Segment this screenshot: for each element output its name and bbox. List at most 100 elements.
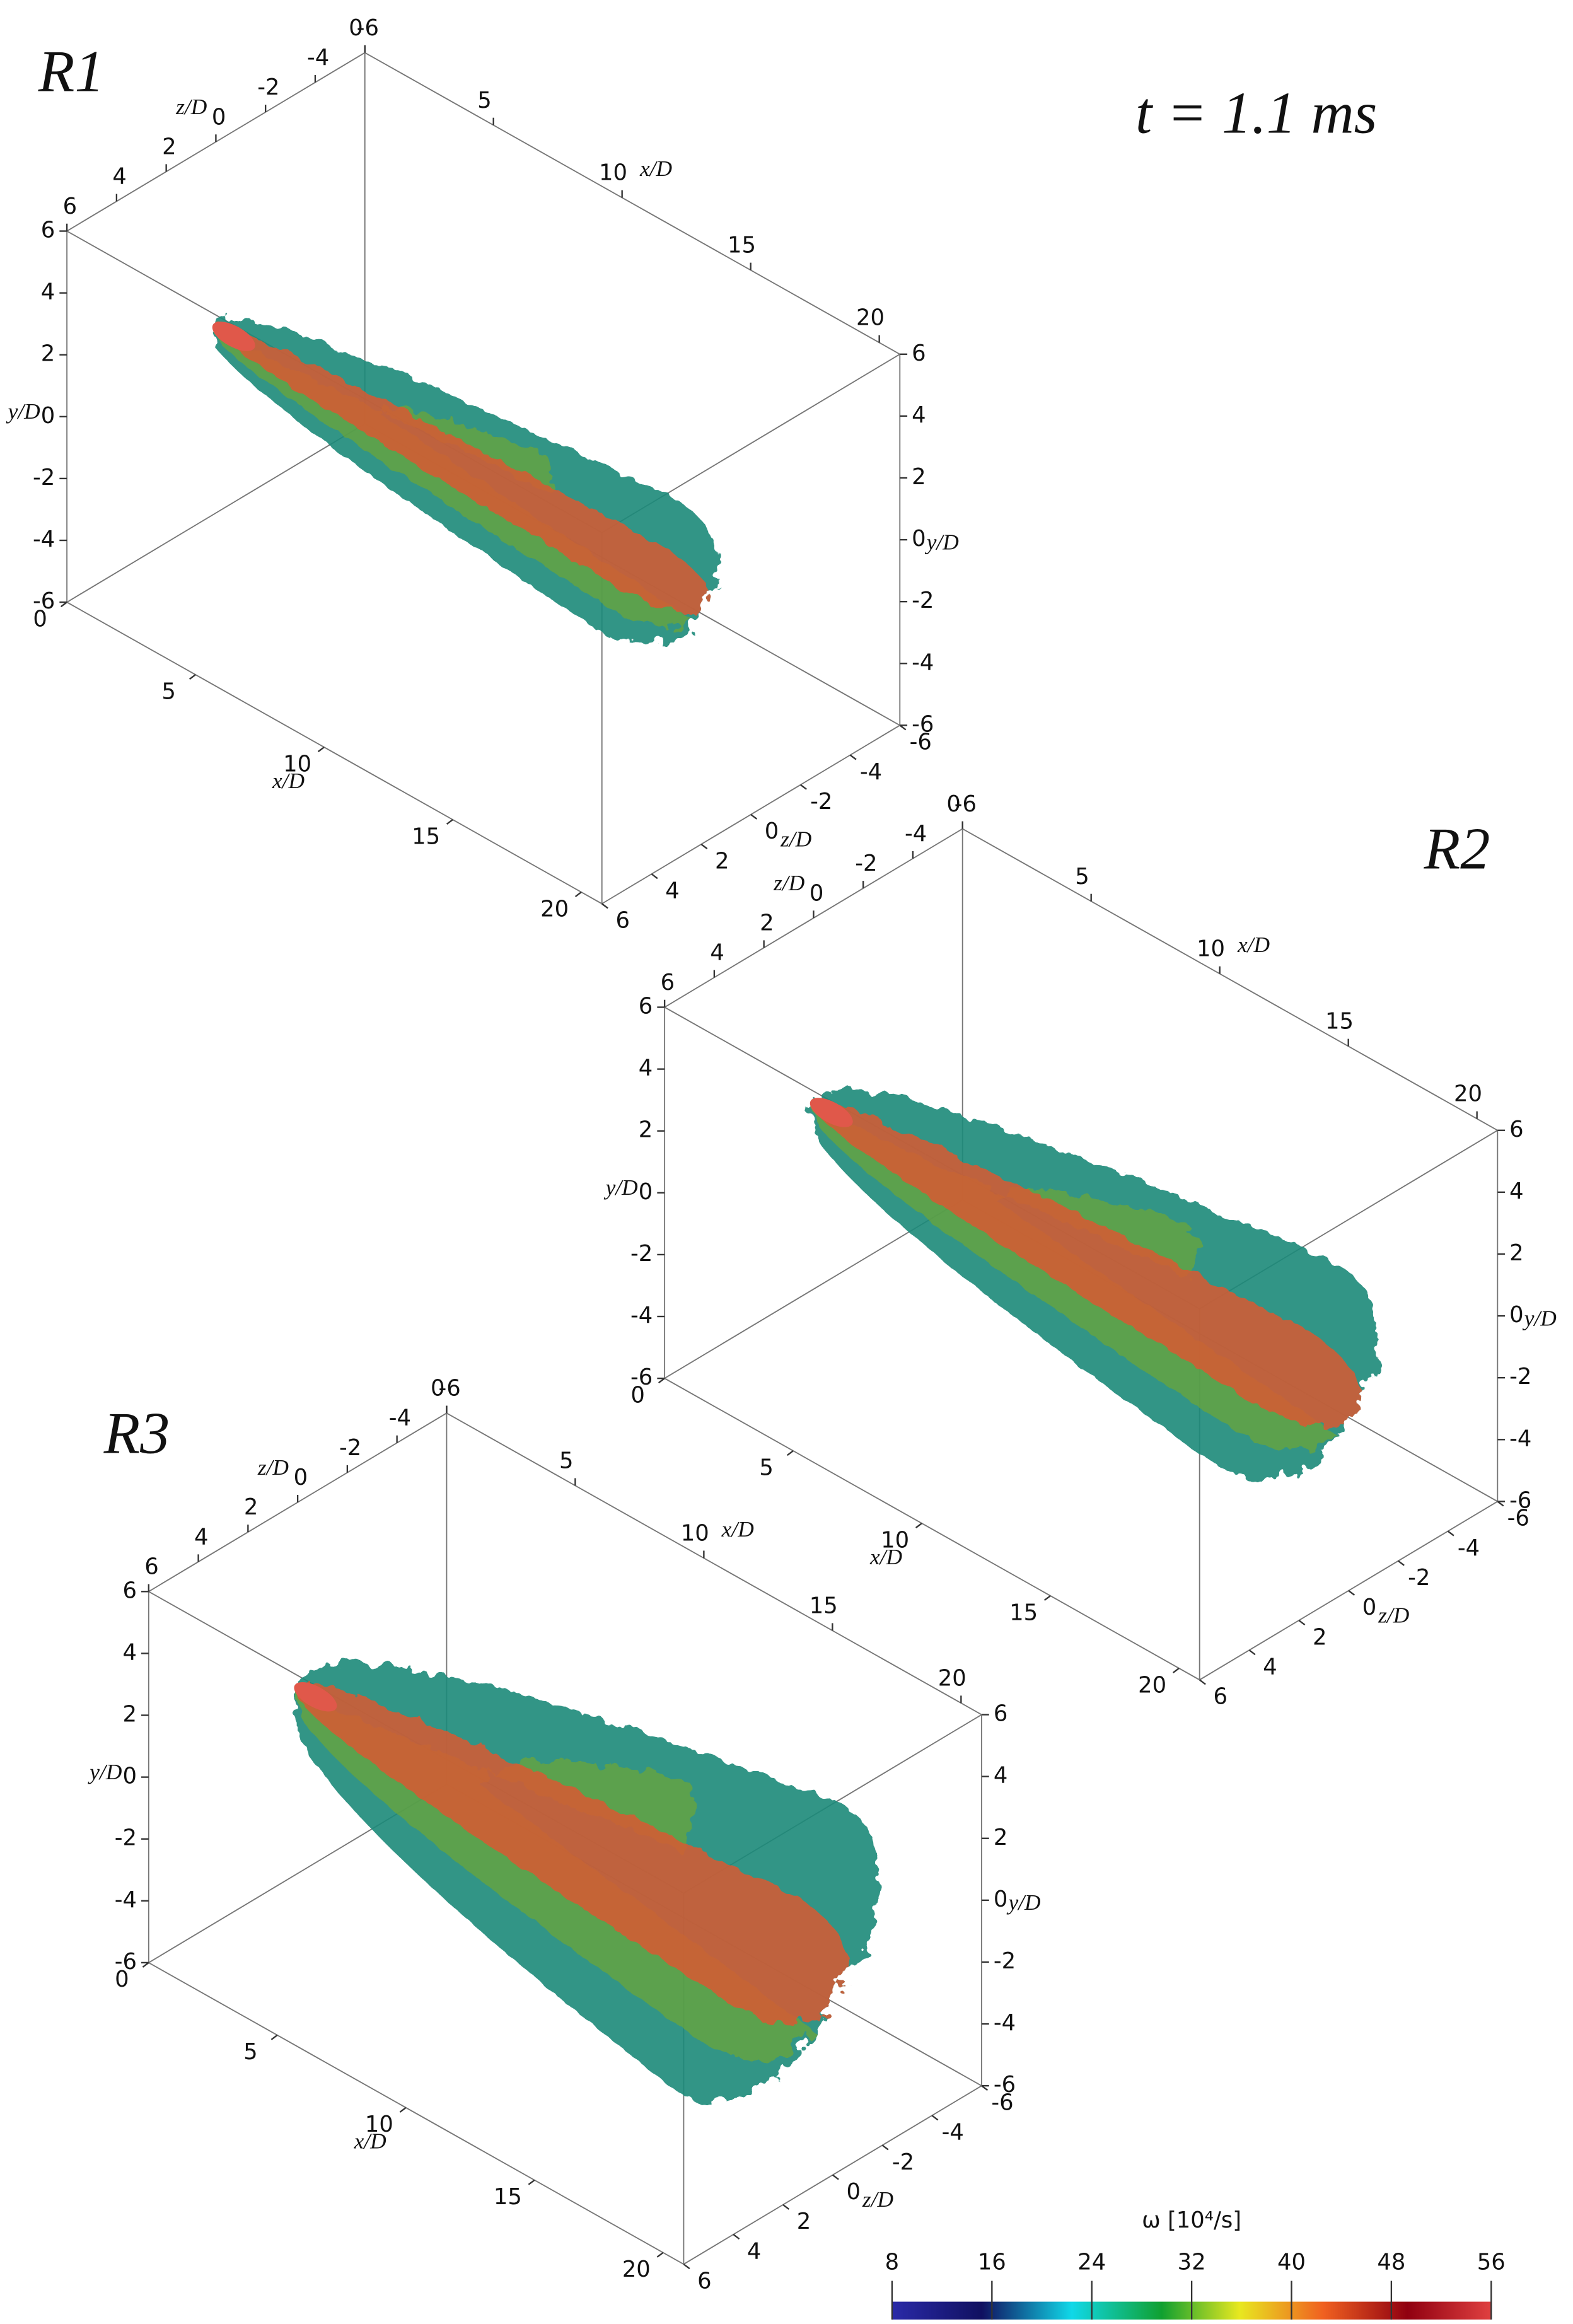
- box-edge: [601, 724, 900, 905]
- tick-label: -4: [912, 649, 934, 675]
- axis-tick: [317, 747, 325, 753]
- tick-label: 10: [681, 1520, 709, 1546]
- axis-tick: [1172, 1668, 1180, 1673]
- tick-label: 0: [349, 15, 363, 41]
- axis-label: x/D: [639, 156, 672, 181]
- axis-tick: [849, 754, 857, 760]
- axis-tick: [399, 2106, 407, 2113]
- tick-label: 0: [765, 818, 779, 844]
- axis-tick: [142, 1961, 149, 1968]
- tick-label: 0: [810, 880, 824, 906]
- tick-label: 2: [760, 910, 774, 936]
- axis-tick: [1497, 1501, 1504, 1507]
- tick-label: 4: [1509, 1178, 1524, 1204]
- tick-label: 4: [1263, 1654, 1277, 1680]
- tick-label: 0: [946, 791, 961, 817]
- time-label: t = 1.1 ms: [1135, 80, 1377, 146]
- tick-label: 0: [431, 1376, 445, 1402]
- tick-label: 15: [1009, 1600, 1038, 1625]
- jet-core: [296, 1684, 851, 2023]
- tick-label: -2: [115, 1825, 137, 1851]
- axis-tick: [981, 2085, 989, 2091]
- tick-label: -4: [307, 45, 329, 71]
- axis-label: z/D: [780, 826, 811, 851]
- tick-label: 5: [161, 678, 176, 704]
- colorbar-tick-label: 24: [1077, 2249, 1106, 2275]
- panel: R166442200-2-2-4-4-6-6005510101515202066…: [6, 15, 959, 934]
- tick-label: 5: [1075, 864, 1089, 890]
- axis-tick: [528, 2179, 535, 2185]
- tick-label: 6: [41, 218, 55, 243]
- tick-label: -4: [1509, 1426, 1531, 1451]
- axis-tick: [446, 819, 453, 825]
- axis-label: y/D: [604, 1175, 638, 1200]
- tick-label: 20: [1138, 1672, 1166, 1698]
- tick-label: -4: [905, 821, 927, 847]
- nozzle: [810, 1098, 853, 1127]
- tick-label: 20: [938, 1665, 966, 1691]
- axis-tick: [270, 2034, 278, 2040]
- tick-label: 2: [639, 1117, 653, 1143]
- tick-label: 15: [728, 233, 756, 259]
- tick-label: -4: [630, 1303, 653, 1328]
- axis-tick: [1248, 1649, 1256, 1656]
- box-edge: [364, 52, 900, 355]
- tick-label: 0: [212, 104, 226, 130]
- tick-label: 5: [559, 1448, 573, 1474]
- panel-label: R2: [1424, 816, 1490, 882]
- axis-label: x/D: [1237, 932, 1270, 957]
- box-edge: [962, 828, 1498, 1131]
- tick-label: 4: [912, 402, 926, 428]
- tick-label: -6: [955, 791, 977, 817]
- tick-label: 6: [615, 908, 630, 934]
- box-edge: [664, 1378, 1200, 1681]
- axis-tick: [915, 1523, 922, 1529]
- axis-tick: [658, 1378, 665, 1384]
- colorbar-tick-label: 48: [1377, 2249, 1405, 2275]
- tick-label: 6: [1213, 1684, 1228, 1710]
- jet-core: [812, 1101, 1363, 1427]
- tick-label: 0: [630, 1382, 645, 1408]
- axis-label: y/D: [1006, 1890, 1040, 1915]
- axis-tick: [1298, 1620, 1306, 1626]
- axis-label: z/D: [862, 2187, 893, 2212]
- tick-label: 4: [710, 940, 724, 966]
- axis-tick: [1447, 1530, 1454, 1537]
- tick-label: 20: [622, 2257, 651, 2282]
- axis-tick: [1348, 1589, 1355, 1596]
- colorbar-tick-label: 56: [1477, 2249, 1506, 2275]
- tick-label: 2: [41, 341, 55, 367]
- axis-tick: [786, 1450, 794, 1456]
- axis-label: x/D: [272, 768, 305, 793]
- tick-label: 0: [994, 1886, 1007, 1912]
- tick-label: 4: [194, 1524, 208, 1550]
- colorbar-tick-label: 16: [978, 2249, 1006, 2275]
- tick-label: 6: [697, 2268, 712, 2294]
- tick-label: 5: [243, 2039, 257, 2065]
- tick-label: 4: [994, 1763, 1007, 1789]
- tick-label: 2: [1313, 1624, 1327, 1650]
- tick-label: -4: [115, 1887, 137, 1913]
- tick-label: 0: [294, 1465, 308, 1490]
- axis-tick: [881, 2144, 889, 2151]
- tick-label: -6: [910, 729, 932, 755]
- box-edge: [66, 423, 366, 603]
- tick-label: -2: [257, 74, 279, 100]
- axis-tick: [899, 724, 907, 731]
- axis-tick: [1043, 1595, 1051, 1601]
- tick-label: -6: [630, 1364, 653, 1390]
- tick-label: 0: [639, 1179, 653, 1205]
- tick-label: 10: [599, 160, 627, 186]
- axis-tick: [683, 2263, 690, 2270]
- tick-label: 6: [122, 1577, 137, 1603]
- axis-label: y/D: [1523, 1305, 1557, 1330]
- axis-tick: [1398, 1560, 1405, 1566]
- axis-label: z/D: [257, 1455, 289, 1480]
- nozzle: [294, 1682, 337, 1712]
- tick-label: -6: [991, 2089, 1013, 2115]
- tick-label: -6: [1507, 1506, 1529, 1531]
- axis-label: y/D: [6, 398, 40, 424]
- tick-label: 0: [1362, 1595, 1377, 1620]
- tick-label: 2: [244, 1494, 258, 1520]
- tick-label: -4: [860, 759, 882, 785]
